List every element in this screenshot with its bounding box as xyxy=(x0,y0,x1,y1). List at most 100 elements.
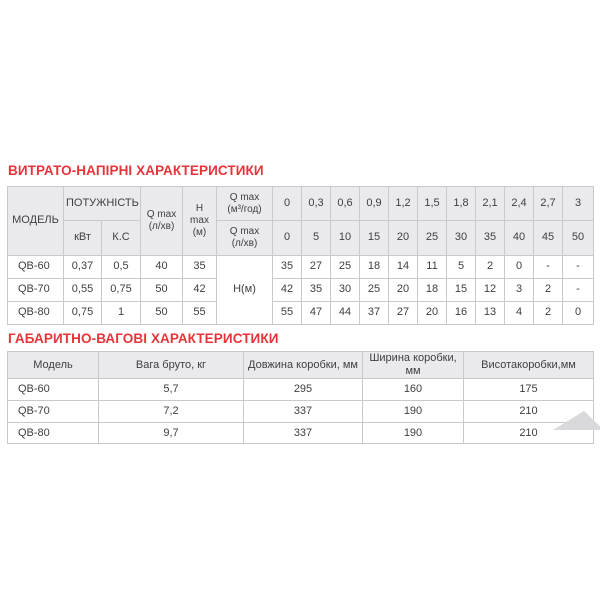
qmax-m3h-value-cell: 0,3 xyxy=(301,186,331,221)
head-value-cell: 55 xyxy=(272,301,302,325)
power-header-cell: ПОТУЖНІСТЬ xyxy=(63,186,141,221)
qmax-header-cell: Q max (л/хв) xyxy=(140,186,183,256)
kw-cell: 0,55 xyxy=(63,278,102,302)
box-width-header-cell: Ширина коробки, мм xyxy=(362,350,464,380)
hmax-cell: 35 xyxy=(182,255,217,279)
hp-cell: 0,75 xyxy=(101,278,141,302)
head-value-cell: 15 xyxy=(446,278,476,302)
model-cell: QB-80 xyxy=(7,422,99,445)
width-cell: 190 xyxy=(362,400,464,424)
head-value-cell: 27 xyxy=(388,301,418,325)
width-cell: 190 xyxy=(362,422,464,445)
hmax-header-cell: H max (м) xyxy=(182,186,217,256)
hmax-cell: 42 xyxy=(182,278,217,302)
head-value-cell: - xyxy=(562,255,594,279)
qmax-m3h-value-cell: 1,2 xyxy=(388,186,418,221)
dimensions-section-title: ГАБАРИТНО-ВАГОВІ ХАРАКТЕРИСТИКИ xyxy=(8,331,279,346)
head-value-cell: 35 xyxy=(301,278,331,302)
head-value-cell: 25 xyxy=(359,278,389,302)
head-value-cell: 35 xyxy=(272,255,302,279)
model-cell: QB-70 xyxy=(7,400,99,424)
qmax-m3h-value-cell: 1,8 xyxy=(446,186,476,221)
head-value-cell: 12 xyxy=(475,278,505,302)
flow-header-row-2: кВт К.С Q max (л/хв) 0 5 10 15 20 25 30 … xyxy=(8,220,594,256)
head-value-cell: 18 xyxy=(359,255,389,279)
qmax-lmin-value-cell: 5 xyxy=(301,220,331,256)
dimensions-table-row: QB-70 7,2 337 190 210 xyxy=(7,400,594,424)
qmax-cell: 50 xyxy=(140,278,183,302)
hp-header-cell: К.С xyxy=(101,220,141,256)
gross-weight-header-cell: Вага бруто, кг xyxy=(98,350,244,380)
qmax-lmin-value-cell: 35 xyxy=(475,220,505,256)
head-value-cell: 27 xyxy=(301,255,331,279)
hp-cell: 0,5 xyxy=(101,255,141,279)
head-value-cell: 47 xyxy=(301,301,331,325)
head-value-cell: - xyxy=(562,278,594,302)
qmax-m3h-value-cell: 0 xyxy=(272,186,302,221)
head-label-cell: Н(м) xyxy=(216,255,273,325)
dimensions-table-row: QB-60 5,7 295 160 175 xyxy=(7,378,594,402)
box-length-header-cell: Довжина коробки, мм xyxy=(243,350,363,380)
head-value-cell: 44 xyxy=(330,301,360,325)
weight-cell: 9,7 xyxy=(98,422,244,445)
head-value-cell: 14 xyxy=(388,255,418,279)
qmax-m3h-value-cell: 0,9 xyxy=(359,186,389,221)
spec-sheet: ВИТРАТО-НАПІРНІ ХАРАКТЕРИСТИКИ МОДЕЛЬ ПО… xyxy=(7,163,594,445)
head-value-cell: 30 xyxy=(330,278,360,302)
height-cell: 210 xyxy=(463,400,594,424)
qmax-lmin-value-cell: 50 xyxy=(562,220,594,256)
qmax-m3h-value-cell: 2,4 xyxy=(504,186,534,221)
model-cell: QB-70 xyxy=(7,278,64,302)
head-value-cell: 2 xyxy=(475,255,505,279)
dimensions-header-row: Модель Вага бруто, кг Довжина коробки, м… xyxy=(7,350,594,380)
qmax-m3h-label-cell: Q max (м³/год) xyxy=(216,186,273,221)
model-cell: QB-60 xyxy=(7,255,64,279)
qmax-lmin-label-cell: Q max (л/хв) xyxy=(216,220,273,256)
length-cell: 337 xyxy=(243,400,363,424)
head-value-cell: 0 xyxy=(562,301,594,325)
qmax-cell: 40 xyxy=(140,255,183,279)
qmax-lmin-value-cell: 45 xyxy=(533,220,563,256)
head-value-cell: 13 xyxy=(475,301,505,325)
flow-table-row: QB-80 0,75 1 50 55 55 47 44 37 27 20 16 … xyxy=(7,301,594,325)
dimensions-table-row: QB-80 9,7 337 190 210 xyxy=(7,422,594,445)
head-value-cell: 42 xyxy=(272,278,302,302)
head-value-cell: 4 xyxy=(504,301,534,325)
qmax-m3h-value-cell: 2,1 xyxy=(475,186,505,221)
flow-table-row: QB-70 0,55 0,75 50 42 42 35 30 25 20 18 … xyxy=(7,278,594,302)
qmax-lmin-value-cell: 40 xyxy=(504,220,534,256)
head-value-cell: 2 xyxy=(533,301,563,325)
head-value-cell: 20 xyxy=(388,278,418,302)
head-value-cell: 2 xyxy=(533,278,563,302)
hmax-cell: 55 xyxy=(182,301,217,325)
hp-cell: 1 xyxy=(101,301,141,325)
qmax-m3h-value-cell: 0,6 xyxy=(330,186,360,221)
kw-cell: 0,37 xyxy=(63,255,102,279)
length-cell: 295 xyxy=(243,378,363,402)
qmax-lmin-value-cell: 15 xyxy=(359,220,389,256)
model-header-cell: МОДЕЛЬ xyxy=(7,186,64,256)
head-value-cell: 20 xyxy=(417,301,447,325)
model-cell: QB-80 xyxy=(7,301,64,325)
kw-header-cell: кВт xyxy=(63,220,102,256)
qmax-lmin-value-cell: 30 xyxy=(446,220,476,256)
qmax-lmin-value-cell: 20 xyxy=(388,220,418,256)
qmax-lmin-value-cell: 10 xyxy=(330,220,360,256)
qmax-lmin-value-cell: 0 xyxy=(272,220,302,256)
flow-table-row: QB-60 0,37 0,5 40 35 Н(м) 35 27 25 18 14… xyxy=(7,255,594,325)
head-value-cell: 3 xyxy=(504,278,534,302)
weight-cell: 7,2 xyxy=(98,400,244,424)
width-cell: 160 xyxy=(362,378,464,402)
qmax-lmin-value-cell: 25 xyxy=(417,220,447,256)
head-value-cell: 16 xyxy=(446,301,476,325)
head-value-cell: 0 xyxy=(504,255,534,279)
height-cell: 175 xyxy=(463,378,594,402)
dimensions-table: Модель Вага бруто, кг Довжина коробки, м… xyxy=(7,350,594,445)
head-value-cell: - xyxy=(533,255,563,279)
qmax-m3h-value-cell: 1,5 xyxy=(417,186,447,221)
model-header-cell: Модель xyxy=(7,350,99,380)
model-cell: QB-60 xyxy=(7,378,99,402)
qmax-m3h-value-cell: 3 xyxy=(562,186,594,221)
flow-table: МОДЕЛЬ ПОТУЖНІСТЬ Q max (л/хв) H max (м)… xyxy=(7,186,594,325)
box-height-header-cell: Висотакоробки,мм xyxy=(463,350,594,380)
